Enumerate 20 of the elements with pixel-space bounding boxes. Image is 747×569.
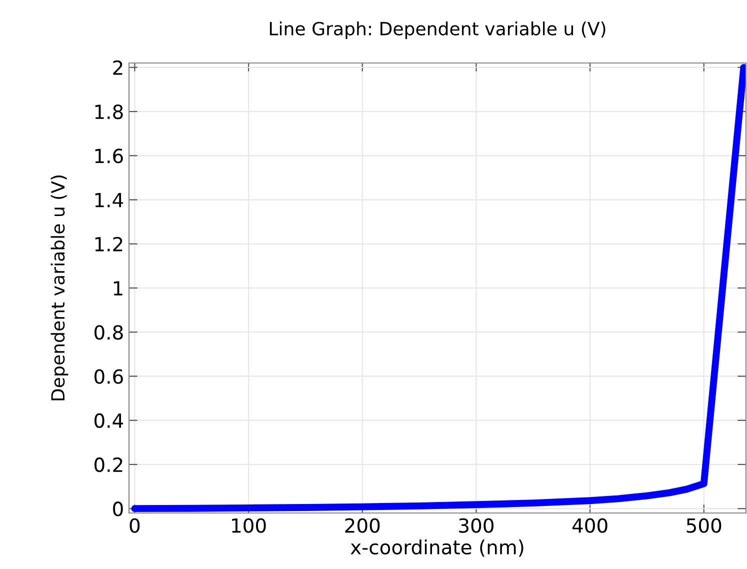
y-tick-label: 1.2 [95,236,122,252]
x-tick-label: 100 [232,518,266,533]
x-axis-title: x-coordinate (nm) [350,539,524,557]
x-tick-label: 500 [686,518,722,533]
y-tick-label: 1.6 [95,148,123,164]
y-tick-label: 1 [114,281,122,296]
y-tick-label: 0.4 [94,413,124,428]
y-axis-title: Dependent variable u (V) [50,176,68,400]
y-tick-label: 0.6 [94,369,123,384]
y-tick-label: 0.8 [94,325,123,340]
y-tick-label: 2 [113,60,122,75]
y-tick-label: 0.2 [94,457,122,472]
y-tick-label: 0 [113,502,123,516]
x-tick-label: 200 [345,518,380,533]
y-tick-label: 1.8 [95,104,123,120]
x-tick-label: 400 [572,518,608,533]
x-tick-label: 300 [459,518,494,533]
x-tick-label: 0 [130,518,140,533]
y-tick-label: 1.4 [95,192,124,208]
chart-title: Line Graph: Dependent variable u (V) [270,22,606,39]
